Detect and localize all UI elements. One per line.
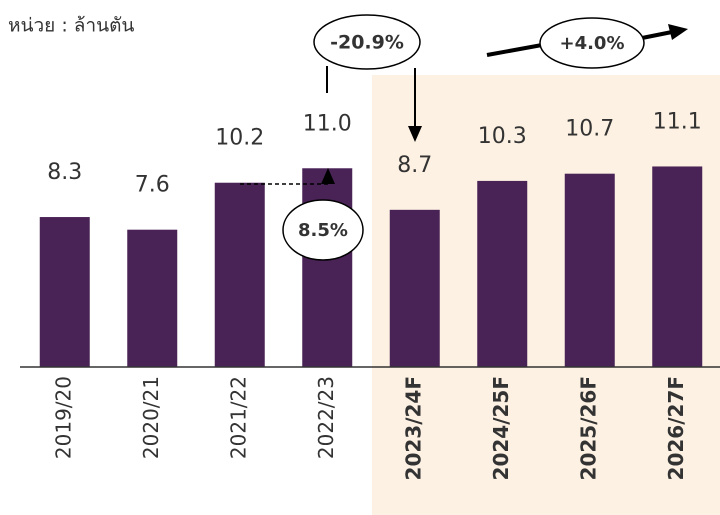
- annotation-line: [486, 43, 543, 57]
- x-tick-label: 2025/26F: [576, 376, 600, 480]
- bar: [477, 180, 528, 367]
- arrow-head: [321, 168, 335, 184]
- annotation-text: 8.5%: [298, 220, 348, 241]
- x-tick-label: 2019/20: [51, 376, 75, 459]
- value-label: 8.7: [397, 153, 432, 178]
- annotation-bubble: [539, 17, 645, 69]
- annotation-text: +4.0%: [559, 33, 624, 54]
- x-tick-label: 2024/25F: [489, 376, 513, 480]
- x-tick-label: 2020/21: [139, 376, 163, 459]
- value-label: 11.1: [653, 109, 702, 134]
- value-label: 7.6: [135, 173, 170, 198]
- bar: [214, 182, 265, 367]
- arrow-head: [668, 24, 688, 40]
- arrow-head: [408, 126, 422, 142]
- bar: [39, 217, 90, 367]
- bar: [564, 173, 615, 367]
- annotation-bubble: [313, 14, 421, 70]
- bar: [389, 209, 440, 367]
- x-tick-label: 2021/22: [226, 376, 250, 459]
- value-label: 10.2: [215, 126, 264, 151]
- value-label: 8.3: [47, 160, 82, 185]
- unit-label: หน่วย : ล้านตัน: [8, 15, 134, 37]
- x-tick-label: 2023/24F: [401, 376, 425, 480]
- value-label: 11.0: [303, 111, 352, 136]
- x-tick-label: 2026/27F: [664, 376, 688, 480]
- x-tick-label: 2022/23: [314, 376, 338, 459]
- annotation-bubble: [282, 199, 364, 261]
- annotation-arrow: [641, 30, 673, 40]
- value-label: 10.3: [478, 124, 527, 149]
- annotation-text: -20.9%: [330, 32, 404, 54]
- value-label: 10.7: [565, 117, 614, 142]
- bar: [127, 229, 178, 367]
- bar: [652, 166, 703, 367]
- bar: [302, 168, 353, 367]
